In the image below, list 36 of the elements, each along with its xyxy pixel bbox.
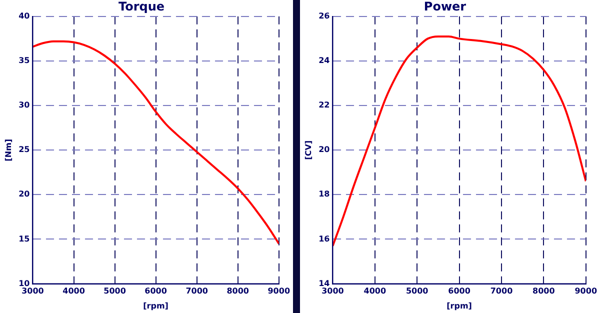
x-axis-title: [rpm] (143, 301, 168, 310)
y-tick-label: 24 (318, 56, 330, 66)
x-tick-label: 7000 (186, 286, 208, 296)
x-axis-title: [rpm] (446, 301, 472, 310)
y-tick-label: 15 (18, 234, 30, 244)
x-tick-label: 4000 (364, 286, 386, 296)
y-tick-label: 18 (318, 190, 330, 199)
y-tick-label: 25 (18, 145, 30, 154)
chart-title: Power (424, 0, 466, 14)
y-tick-label: 22 (318, 100, 330, 110)
line-series (332, 35, 586, 247)
x-tick-label: 7000 (490, 286, 514, 296)
y-axis-title: [CV] (304, 140, 313, 160)
x-tick-label: 8000 (532, 286, 556, 296)
x-tick-label: 5000 (406, 286, 429, 296)
y-axis-title: [Nm] (4, 138, 13, 162)
y-tick-label: 40 (18, 11, 30, 20)
x-tick-label: 4000 (62, 286, 86, 296)
x-tick-label: 8000 (226, 286, 250, 296)
x-tick-label: 9000 (268, 286, 290, 296)
y-tick-label: 10 (18, 278, 30, 288)
y-tick-label: 30 (18, 100, 30, 110)
line-series (32, 40, 279, 245)
x-tick-label: 6000 (448, 286, 471, 296)
x-tick-label: 6000 (144, 286, 168, 296)
x-tick-label: 3000 (322, 286, 344, 296)
y-tick-label: 35 (18, 56, 30, 66)
x-tick-label: 9000 (574, 286, 598, 296)
y-tick-label: 20 (18, 190, 30, 199)
y-tick-label: 14 (318, 278, 330, 288)
chart-title: Torque (118, 0, 165, 14)
x-tick-label: 3000 (22, 286, 44, 296)
y-tick-label: 20 (318, 145, 330, 154)
y-tick-label: 26 (318, 11, 330, 20)
y-tick-label: 16 (318, 234, 330, 244)
x-tick-label: 5000 (104, 286, 126, 296)
